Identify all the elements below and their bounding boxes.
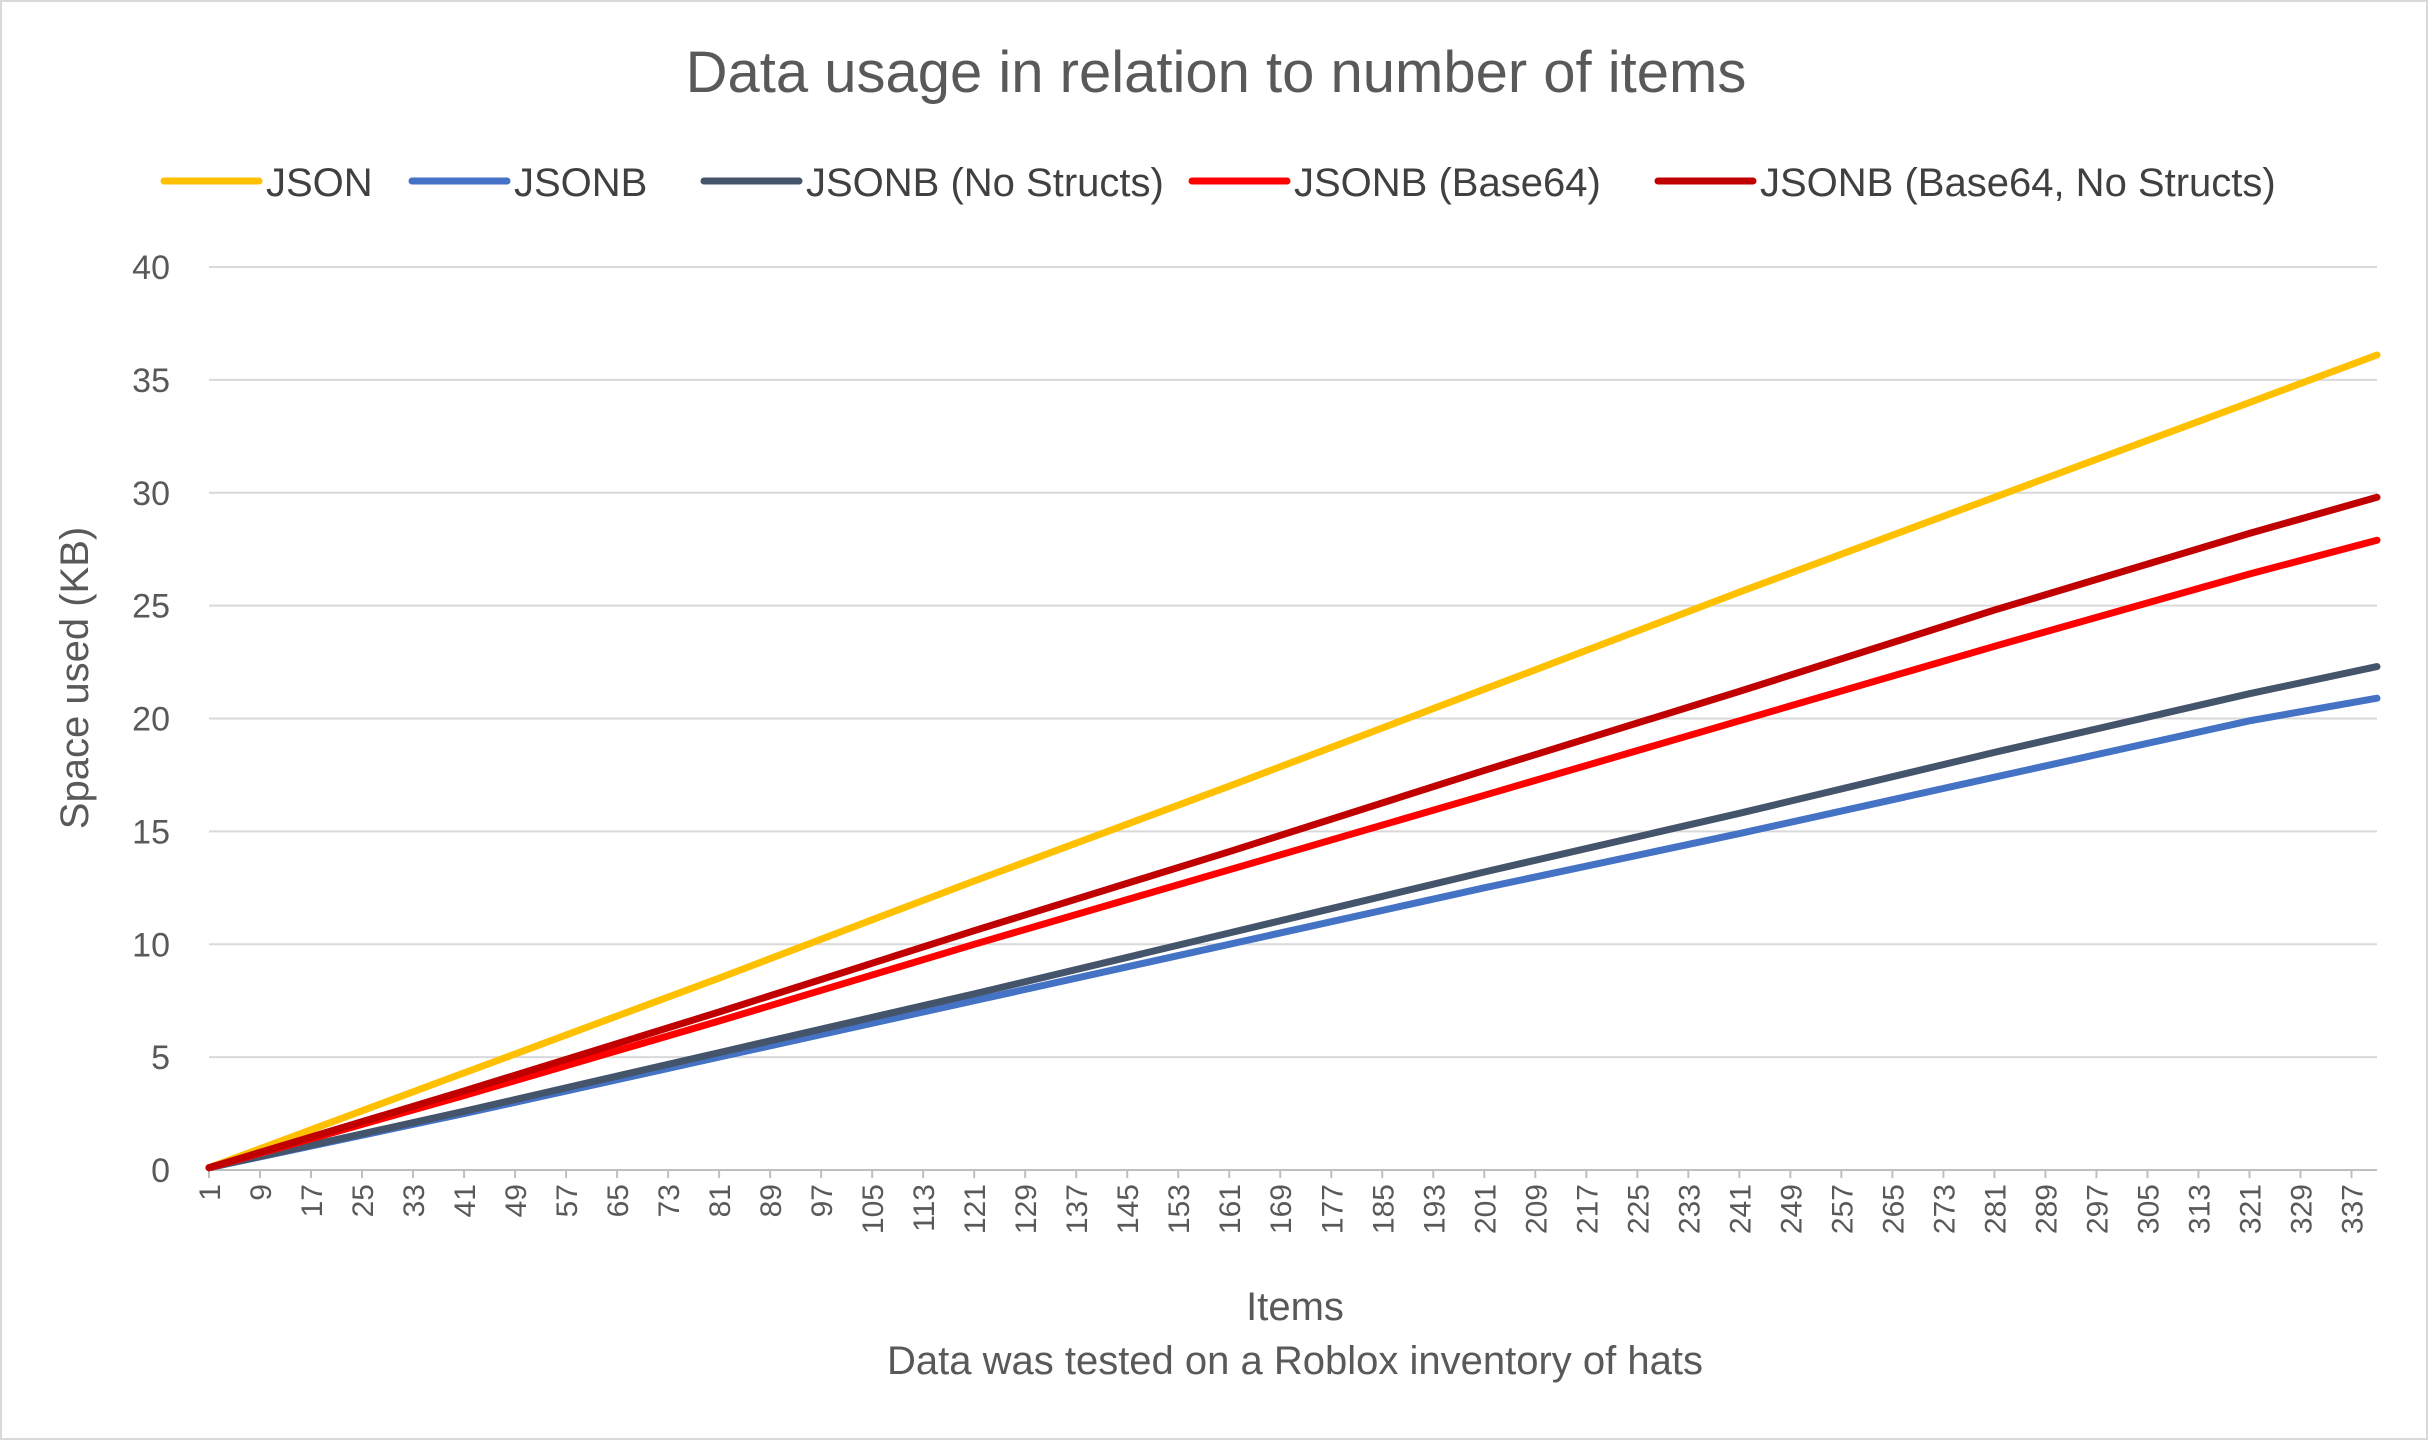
chart-subtitle: Data was tested on a Roblox inventory of… — [887, 1339, 1703, 1383]
x-tick-label: 57 — [551, 1184, 584, 1217]
x-tick-label: 337 — [2336, 1184, 2369, 1234]
y-tick-label: 5 — [151, 1039, 170, 1077]
x-tick-label: 185 — [1367, 1184, 1400, 1234]
x-tick-label: 89 — [755, 1184, 788, 1217]
x-tick-label: 249 — [1775, 1184, 1808, 1234]
x-tick-label: 25 — [347, 1184, 380, 1217]
y-tick-label: 25 — [132, 588, 170, 626]
y-axis: 0 5 10 15 20 25 30 35 40 — [132, 249, 170, 1190]
x-tick-label: 113 — [908, 1184, 941, 1232]
legend-item: JSONB — [408, 161, 647, 205]
x-tick-label: 129 — [1010, 1184, 1043, 1234]
y-tick-label: 40 — [132, 249, 170, 287]
x-tick-label: 305 — [2132, 1184, 2165, 1234]
y-tick-label: 10 — [132, 926, 170, 964]
y-tick-label: 30 — [132, 475, 170, 513]
x-tick-label: 97 — [806, 1184, 839, 1217]
x-tick-label: 329 — [2285, 1184, 2318, 1234]
x-tick-label: 313 — [2183, 1184, 2216, 1234]
x-tick-label: 289 — [2030, 1184, 2063, 1234]
x-tick-label: 217 — [1571, 1184, 1604, 1234]
x-axis: 1 9 17 25 33 41 49 57 65 73 81 89 97 105 113 121 129 137 1… — [194, 1169, 2377, 1234]
x-tick-label: 321 — [2234, 1184, 2267, 1234]
x-tick-label: 193 — [1418, 1184, 1451, 1234]
x-tick-label: 209 — [1520, 1184, 1553, 1234]
x-tick-label: 225 — [1622, 1184, 1655, 1234]
x-tick-label: 169 — [1265, 1184, 1298, 1234]
x-tick-label: 17 — [296, 1184, 329, 1217]
legend-label: JSONB (Base64) — [1294, 161, 1601, 205]
x-tick-label: 201 — [1469, 1184, 1502, 1234]
y-tick-label: 20 — [132, 701, 170, 739]
x-tick-label: 265 — [1877, 1184, 1910, 1234]
x-tick-label: 145 — [1112, 1184, 1145, 1234]
x-tick-label: 41 — [449, 1184, 482, 1217]
series-line-json — [205, 351, 2381, 1172]
x-tick-label: 81 — [704, 1184, 737, 1217]
x-tick-label: 257 — [1826, 1184, 1859, 1234]
x-tick-label: 121 — [959, 1184, 992, 1234]
x-axis-title: Items — [1246, 1285, 1344, 1329]
x-tick-label: 273 — [1928, 1184, 1961, 1234]
y-tick-label: 15 — [132, 813, 170, 851]
x-tick-label: 161 — [1214, 1184, 1247, 1234]
x-tick-label: 233 — [1673, 1184, 1706, 1234]
legend-item: JSONB (No Structs) — [700, 161, 1164, 205]
x-tick-label: 65 — [602, 1184, 635, 1217]
y-tick-label: 0 — [151, 1152, 170, 1190]
legend-label: JSONB — [514, 161, 647, 205]
plot-area — [205, 351, 2381, 1172]
x-tick-label: 33 — [398, 1184, 431, 1217]
x-tick-label: 281 — [1979, 1184, 2012, 1234]
x-tick-label: 9 — [245, 1184, 278, 1201]
series-line-jsonb-base64-no-structs — [205, 493, 2381, 1172]
x-tick-label: 1 — [194, 1184, 227, 1201]
gridlines — [209, 266, 2377, 1059]
legend-item: JSONB (Base64, No Structs) — [1654, 161, 2276, 205]
legend-item: JSONB (Base64) — [1188, 161, 1601, 205]
x-tick-label: 177 — [1316, 1184, 1349, 1234]
x-tick-label: 297 — [2081, 1184, 2114, 1234]
legend-label: JSON — [266, 161, 373, 205]
y-tick-label: 35 — [132, 362, 170, 400]
x-tick-label: 137 — [1061, 1184, 1094, 1234]
legend: JSON JSONB JSONB (No Structs) JSONB (Base64… — [160, 161, 2276, 205]
x-tick-label: 73 — [653, 1184, 686, 1217]
x-tick-label: 105 — [857, 1184, 890, 1234]
legend-label: JSONB (Base64, No Structs) — [1760, 161, 2276, 205]
y-axis-title: Space used (KB) — [53, 527, 97, 829]
x-tick-label: 49 — [500, 1184, 533, 1217]
chart-title: Data usage in relation to number of item… — [686, 40, 1747, 105]
legend-item: JSON — [160, 161, 373, 205]
x-tick-label: 241 — [1724, 1184, 1757, 1234]
series-line-jsonb-base64 — [205, 536, 2381, 1172]
x-tick-label: 153 — [1163, 1184, 1196, 1234]
legend-label: JSONB (No Structs) — [806, 161, 1164, 205]
series-line-jsonb-no-structs — [205, 663, 2381, 1172]
